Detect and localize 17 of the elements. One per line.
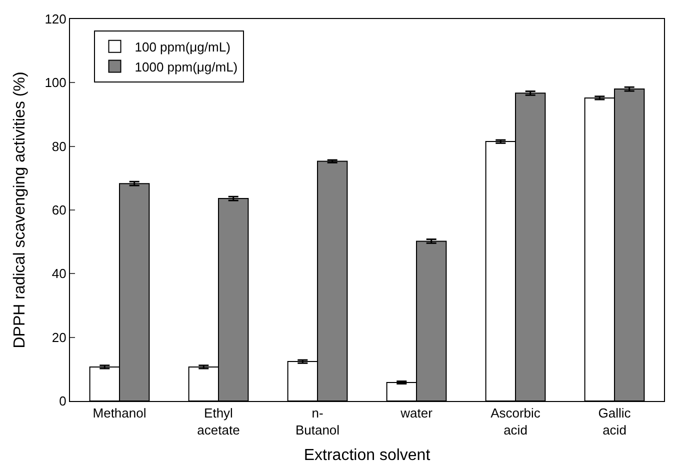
- y-tick-label: 20: [52, 330, 66, 345]
- y-tick-label: 120: [44, 12, 66, 27]
- y-tick-label: 40: [52, 266, 66, 282]
- x-tick-label: water: [400, 406, 434, 421]
- y-tick-label: 80: [52, 138, 66, 154]
- x-tick-label: n- Butanol: [295, 406, 340, 438]
- x-tick-label: Ethyl acetate: [197, 406, 240, 438]
- x-tick-label: Methanol: [92, 406, 146, 421]
- x-axis-title: Extraction solvent: [304, 447, 431, 464]
- y-tick-label: 0: [59, 394, 66, 409]
- x-tick-label: Ascorbic acid: [490, 406, 541, 438]
- y-axis-title: DPPH radical scavenging activities (%): [12, 72, 29, 348]
- legend-label: 1000 ppm(μg/mL): [134, 59, 238, 74]
- y-tick-label: 60: [52, 202, 66, 218]
- legend-label: 100 ppm(μg/mL): [134, 39, 230, 54]
- x-tick-label: Gallic acid: [598, 406, 632, 438]
- y-tick-label: 100: [44, 75, 66, 90]
